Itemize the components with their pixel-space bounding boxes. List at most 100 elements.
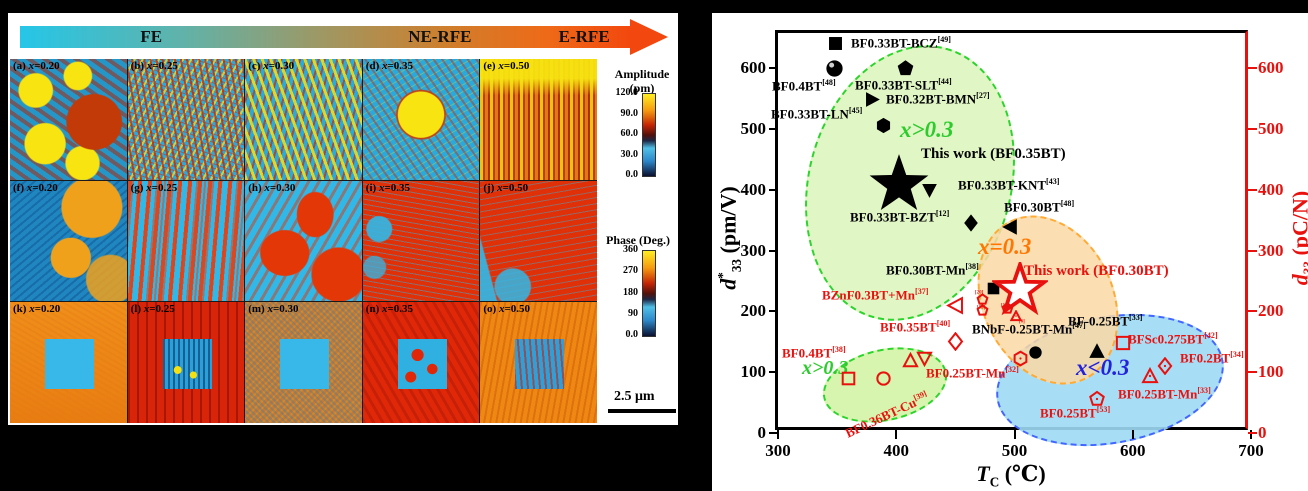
y-axis-left-title: d*33 (pm/V) <box>715 186 745 290</box>
pfm-image-label-a: (a) x=0.20 <box>13 60 60 72</box>
point-label-1-6: BF0.35BT[40] <box>880 319 951 335</box>
triangle-down-marker-icon <box>916 351 933 367</box>
triangle-right-marker-icon <box>866 92 880 107</box>
pfm-image-label-g: (g) x=0.25 <box>130 181 178 194</box>
y-left-tick-label: 0 <box>757 423 767 442</box>
pfm-image-grid: (a) x=0.20 (b) x=0.25 (c) x=0.30 (d) x=0.35… <box>10 59 597 423</box>
pfm-image-f: (f) x=0.20 <box>10 180 127 302</box>
pfm-image-label-i: (i) x=0.35 <box>365 181 410 194</box>
circle-marker-icon <box>876 371 891 386</box>
written-domain-square <box>515 338 565 390</box>
colorbar-tick: 0.0 <box>625 169 639 180</box>
y-right-sub: 33 <box>1300 261 1308 275</box>
point-label-0-4: BF0.33BT-LN[45] <box>771 106 863 122</box>
written-domain-square <box>397 338 447 390</box>
y-left-tick-label: 200 <box>740 301 767 321</box>
pfm-image-h: (h) x=0.30 <box>245 180 362 302</box>
pfm-image-label-l: (l) x=0.25 <box>130 303 175 316</box>
marker- <box>1001 301 1014 315</box>
pfm-image-label-j: (j) x=0.50 <box>483 181 529 194</box>
sphere-marker-icon <box>826 59 843 77</box>
y-left-tick <box>769 310 778 313</box>
written-domain-square <box>162 338 212 390</box>
y-right-tick <box>1248 310 1257 313</box>
phase-colorbar-gradient <box>642 250 656 337</box>
pfm-image-label-m: (m) x=0.30 <box>248 303 299 316</box>
marker-BF0.33BT-BCZ <box>826 34 845 53</box>
square-marker-icon <box>987 282 999 294</box>
pfm-image-i: (i) x=0.35 <box>362 180 480 302</box>
colorbar-tick: 90 <box>628 307 638 319</box>
x-axis-unit: (℃) <box>1004 461 1046 486</box>
pentagon-marker-icon <box>1089 390 1106 406</box>
written-domain-square <box>44 338 94 390</box>
marker- <box>1009 309 1022 322</box>
marker-BF0.4BT <box>824 58 845 79</box>
y-right-tick <box>1248 432 1257 434</box>
amplitude-colorbar-title: Amplitude <box>614 67 670 81</box>
marker-pt-1-7 <box>902 351 919 369</box>
star-marker-icon <box>990 258 1051 316</box>
y-left-symbol: d <box>715 278 741 290</box>
point-label-1-14: BF0.25BT-Mn[33] <box>1118 386 1211 402</box>
y-right-tick-label: 600 <box>1258 58 1284 77</box>
pfm-image-m: (m) x=0.30 <box>245 302 362 423</box>
colorbar-tick: 270 <box>623 265 638 277</box>
y-left-tick-label: 500 <box>740 118 767 138</box>
point-label-0-11: BF-0.25BT[33] <box>1068 313 1143 329</box>
point-label-1-5: [6] <box>1019 319 1025 325</box>
marker-BF0.2BT <box>1156 356 1174 376</box>
point-label-1-13: BF0.2BT[34] <box>1180 350 1244 366</box>
marker-BZnF0.3BT+Mn <box>945 296 965 315</box>
hexagon-marker-icon <box>876 118 890 134</box>
y-right-tick-label: 500 <box>1258 118 1284 138</box>
point-label-0-3: BF0.32BT-BMN[27] <box>886 91 990 107</box>
amplitude-colorbar-unit: (pm) <box>629 81 655 95</box>
y-right-tick <box>1248 371 1257 374</box>
point-label-0-1: BF0.4BT[48] <box>772 78 836 94</box>
point-label-0-6: BF0.33BT-KNT[43] <box>958 177 1060 193</box>
pfm-image-k: (k) x=0.20 <box>10 302 127 423</box>
written-domain-square <box>280 338 330 390</box>
marker-BF0.33BT-LN <box>874 116 893 135</box>
y-left-tick <box>769 127 778 130</box>
marker-BF0.25BT-Mn <box>1141 367 1160 385</box>
x-tick-label: 700 <box>1238 441 1264 460</box>
marker-BF0.25BT <box>1088 390 1106 408</box>
star-marker-icon <box>869 153 929 210</box>
pfm-image-label-h: (h) x=0.30 <box>248 181 296 194</box>
x-tick <box>1131 430 1134 439</box>
marker-BF0.35BT <box>946 331 965 352</box>
square-marker-icon <box>829 37 843 51</box>
y-right-tick <box>1248 188 1257 191</box>
point-label-1-9: BF0.4BT[38] <box>782 345 846 361</box>
y-left-tick <box>769 188 778 191</box>
point-label-1-12: BFSc0.275BT[42] <box>1128 331 1218 347</box>
point-label-0-2: BF0.33BT-SLT[44] <box>855 77 952 93</box>
colorbar-tick: 90.0 <box>620 107 639 119</box>
pfm-image-label-f: (f) x=0.20 <box>13 181 58 194</box>
gradient-arrow-bar <box>20 26 632 48</box>
pfm-image-e: (e) x=0.50 <box>480 59 597 180</box>
x-axis-title: TC (℃) <box>976 461 1046 490</box>
triangle-up-marker-icon <box>1009 309 1022 322</box>
diamond-marker-icon <box>1157 356 1173 376</box>
colorbar-tick: 120.0 <box>615 87 639 98</box>
x-tick <box>895 430 898 439</box>
point-label-0-10: BNbF-0.25BT-Mn[47] <box>972 321 1086 337</box>
triangle-up-marker-icon <box>1089 343 1105 358</box>
pfm-image-label-n: (n) x=0.35 <box>365 303 414 316</box>
marker-BF0.4BT <box>840 370 857 387</box>
point-label-0-7: BF0.33BT-BZT[12] <box>850 209 950 225</box>
y-left-sup: * <box>715 272 731 279</box>
marker-BF-0.25BT <box>1087 341 1107 361</box>
marker-BF0.30BT <box>1000 217 1020 237</box>
marker-BNbF-0.25BT-Mn <box>1027 344 1044 361</box>
amplitude-colorbar: 120.0 90.0 60.0 30.0 0.0 <box>610 87 660 180</box>
region-label-1: x<0.3 <box>1076 355 1130 380</box>
colorbar-tick: 0.0 <box>625 329 639 340</box>
point-label-1-15: BF0.25BT[53] <box>1040 405 1111 421</box>
plot-area: TC (℃) d*33 (pm/V) d33 (pC/N) x>0.3 x<0.3… <box>715 21 1308 489</box>
point-label-0-8: BF0.30BT[48] <box>1004 199 1075 215</box>
marker- <box>976 303 989 317</box>
